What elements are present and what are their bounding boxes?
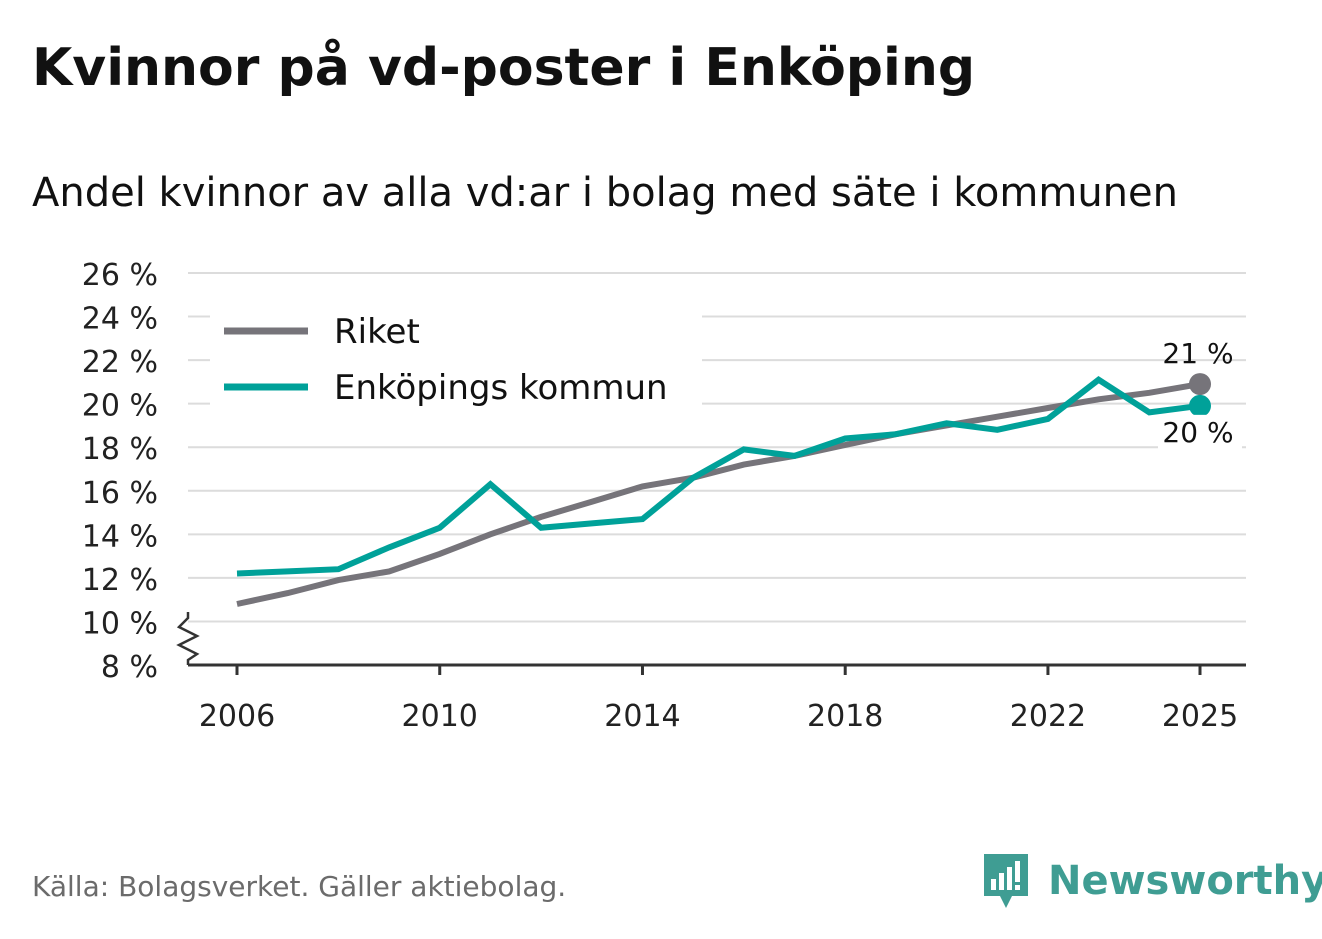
source-note: Källa: Bolagsverket. Gäller aktiebolag. <box>32 870 567 903</box>
x-tick-label: 2010 <box>402 699 478 734</box>
y-tick-label: 26 % <box>82 258 158 293</box>
y-axis-ticks: 8 % 10 % 12 % 14 % 16 % 18 % 20 % 22 % 24 % 26 % <box>82 258 158 685</box>
end-labels: 21 % 20 % <box>1158 337 1242 449</box>
chart-subtitle: Andel kvinnor av alla vd:ar i bolag med … <box>32 170 1178 216</box>
legend-label: Riket <box>334 312 420 352</box>
brand-name: Newsworthy <box>1048 858 1322 904</box>
series-line <box>236 381 1201 607</box>
legend-label: Enköpings kommun <box>334 368 668 408</box>
y-tick-label: 20 % <box>82 389 158 424</box>
x-tick-label: 2014 <box>604 699 680 734</box>
end-label: 20 % <box>1162 416 1233 449</box>
end-label: 21 % <box>1162 337 1233 370</box>
y-tick-label: 18 % <box>82 432 158 467</box>
series-line <box>236 376 1201 577</box>
y-tick-label: 8 % <box>101 650 158 685</box>
line-chart: 8 %10 %12 %14 %16 %18 %20 %22 %24 %26 % … <box>82 258 1246 734</box>
axis-break-icon <box>176 612 200 665</box>
y-tick-label: 14 % <box>82 519 158 554</box>
newsworthy-logo-icon <box>984 854 1028 908</box>
y-tick-label: 24 % <box>82 302 158 337</box>
legend-background <box>210 303 702 411</box>
end-label-background <box>1158 414 1242 449</box>
legend: Riket Enköpings kommun <box>210 303 702 411</box>
chart-title: Kvinnor på vd-poster i Enköping <box>32 38 976 98</box>
x-tick-label: 2006 <box>199 699 275 734</box>
series-lines <box>236 376 1201 607</box>
brand-logo: Newsworthy <box>982 852 1322 910</box>
y-tick-label: 16 % <box>82 476 158 511</box>
y-tick-label: 12 % <box>82 563 158 598</box>
x-axis: 2006 2010 2014 2018 2022 2025 <box>176 612 1246 734</box>
y-tick-label: 10 % <box>82 606 158 641</box>
x-tick-label: 2022 <box>1010 699 1086 734</box>
end-point <box>1189 394 1211 417</box>
x-tick-label: 2025 <box>1162 699 1238 734</box>
end-point <box>1189 373 1211 396</box>
x-tick-label: 2018 <box>807 699 883 734</box>
y-tick-label: 22 % <box>82 345 158 380</box>
